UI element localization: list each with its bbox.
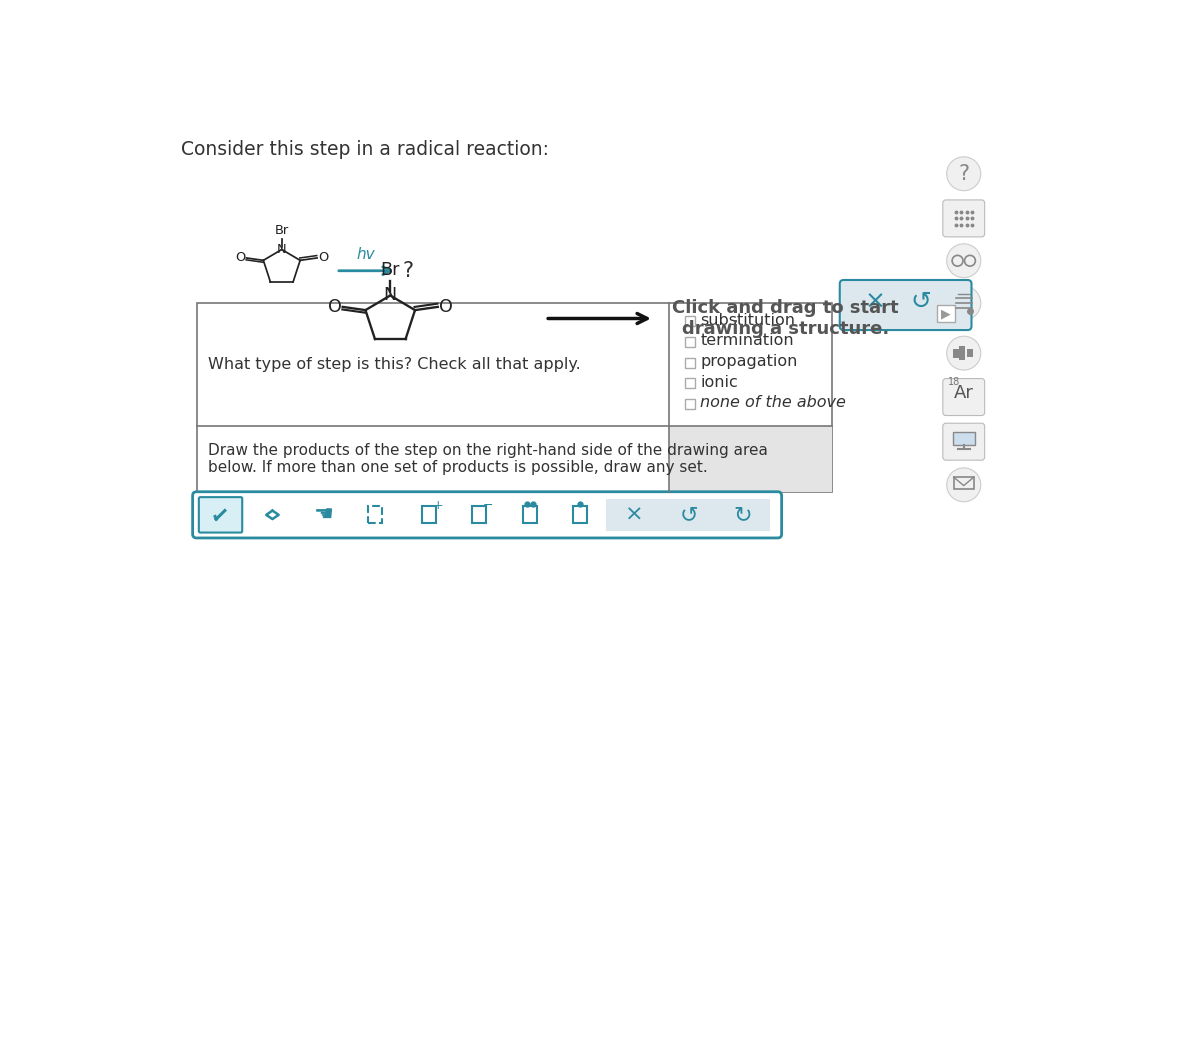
Text: termination: termination bbox=[701, 333, 794, 349]
Text: Ar: Ar bbox=[954, 384, 973, 402]
Bar bbox=[967, 350, 973, 357]
FancyBboxPatch shape bbox=[943, 379, 985, 416]
Text: Draw the products of the step on the right-hand side of the drawing area
below. : Draw the products of the step on the rig… bbox=[208, 443, 768, 476]
Text: ?: ? bbox=[958, 164, 970, 184]
FancyBboxPatch shape bbox=[840, 280, 972, 330]
FancyBboxPatch shape bbox=[943, 423, 985, 460]
FancyBboxPatch shape bbox=[199, 497, 242, 532]
Circle shape bbox=[947, 287, 980, 320]
Text: N: N bbox=[384, 287, 397, 304]
Text: 18: 18 bbox=[948, 377, 960, 386]
Text: −: − bbox=[482, 499, 493, 512]
Text: none of the above: none of the above bbox=[701, 396, 846, 411]
Bar bbox=[959, 346, 965, 360]
Circle shape bbox=[947, 156, 980, 191]
Text: O: O bbox=[328, 298, 342, 316]
Text: ?: ? bbox=[403, 260, 414, 280]
Text: +: + bbox=[432, 499, 443, 512]
Text: ×: × bbox=[864, 290, 886, 314]
Bar bbox=[606, 499, 770, 531]
Bar bbox=[954, 477, 974, 489]
Text: ionic: ionic bbox=[701, 375, 738, 390]
Circle shape bbox=[947, 336, 980, 370]
Text: ↻: ↻ bbox=[733, 505, 752, 525]
FancyBboxPatch shape bbox=[943, 200, 985, 237]
Text: O: O bbox=[318, 251, 329, 265]
Bar bbox=[685, 358, 695, 367]
Text: ×: × bbox=[625, 505, 643, 525]
Text: Br: Br bbox=[275, 225, 289, 237]
FancyBboxPatch shape bbox=[193, 491, 781, 538]
Bar bbox=[422, 506, 436, 523]
Circle shape bbox=[947, 244, 980, 277]
Circle shape bbox=[947, 468, 980, 502]
Text: N: N bbox=[277, 243, 287, 256]
Text: Click and drag to start
drawing a structure.: Click and drag to start drawing a struct… bbox=[672, 299, 899, 338]
Text: O: O bbox=[235, 251, 246, 265]
Bar bbox=[953, 349, 959, 358]
Text: hv: hv bbox=[356, 247, 376, 261]
Bar bbox=[574, 506, 587, 523]
Bar bbox=[685, 337, 695, 346]
Bar bbox=[685, 378, 695, 388]
Text: ↺: ↺ bbox=[911, 290, 931, 314]
Text: substitution: substitution bbox=[701, 313, 796, 328]
Text: ↺: ↺ bbox=[679, 505, 698, 525]
Bar bbox=[953, 433, 974, 445]
Text: ▶: ▶ bbox=[941, 308, 950, 320]
Bar bbox=[685, 316, 695, 327]
Bar bbox=[367, 506, 382, 523]
Text: ☚: ☚ bbox=[313, 505, 332, 525]
Bar bbox=[523, 506, 536, 523]
Bar bbox=[473, 506, 486, 523]
Bar bbox=[197, 303, 832, 491]
Text: Consider this step in a radical reaction:: Consider this step in a radical reaction… bbox=[181, 140, 550, 159]
Bar bbox=[685, 399, 695, 410]
Bar bbox=[670, 426, 832, 491]
Text: O: O bbox=[439, 298, 452, 316]
Text: What type of step is this? Check all that apply.: What type of step is this? Check all tha… bbox=[208, 357, 581, 372]
Text: propagation: propagation bbox=[701, 354, 798, 369]
Text: Br: Br bbox=[380, 261, 400, 279]
Bar bbox=[937, 306, 955, 322]
